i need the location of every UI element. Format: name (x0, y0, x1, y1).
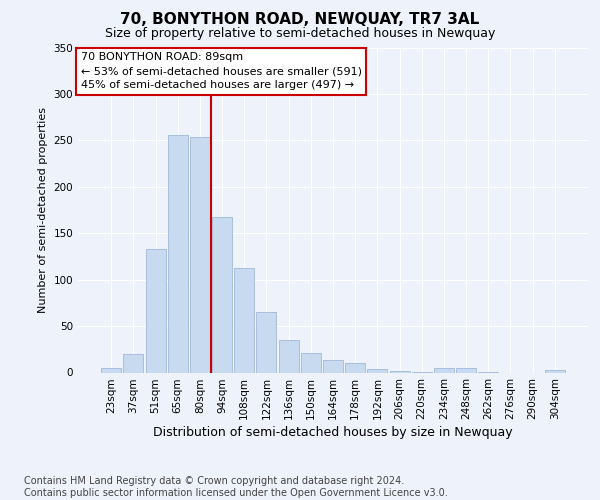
Bar (434, 368, 454, 372)
Bar (323, 360, 343, 372)
Bar (212, 216, 232, 372)
Bar (146, 249, 166, 372)
Bar (168, 135, 188, 372)
Bar (190, 136, 210, 372)
Text: Size of property relative to semi-detached houses in Newquay: Size of property relative to semi-detach… (105, 28, 495, 40)
Bar (456, 368, 476, 372)
Bar (367, 369, 388, 372)
Y-axis label: Number of semi-detached properties: Number of semi-detached properties (38, 107, 48, 313)
Text: Contains HM Land Registry data © Crown copyright and database right 2024.
Contai: Contains HM Land Registry data © Crown c… (24, 476, 448, 498)
Bar (389, 370, 410, 372)
Bar (124, 354, 143, 372)
Bar (345, 363, 365, 372)
Text: 70, BONYTHON ROAD, NEWQUAY, TR7 3AL: 70, BONYTHON ROAD, NEWQUAY, TR7 3AL (121, 12, 479, 28)
Bar (545, 370, 565, 372)
Bar (301, 353, 321, 372)
Bar (101, 368, 121, 372)
Bar (234, 268, 254, 372)
Bar (256, 312, 277, 372)
Text: 70 BONYTHON ROAD: 89sqm
← 53% of semi-detached houses are smaller (591)
45% of s: 70 BONYTHON ROAD: 89sqm ← 53% of semi-de… (80, 52, 362, 90)
X-axis label: Distribution of semi-detached houses by size in Newquay: Distribution of semi-detached houses by … (153, 426, 513, 440)
Bar (278, 340, 299, 372)
